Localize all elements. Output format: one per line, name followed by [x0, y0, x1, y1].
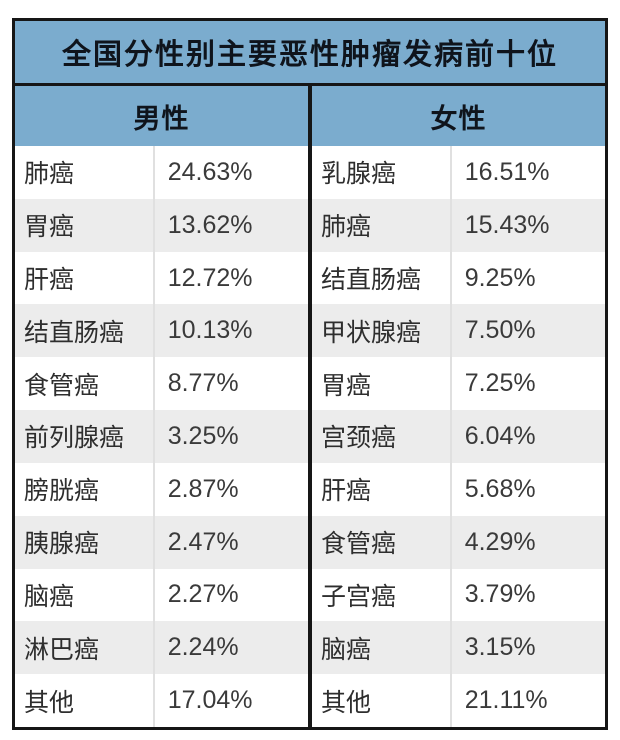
cancer-rate: 13.62% — [152, 198, 308, 252]
cancer-name: 肝癌 — [321, 477, 372, 506]
cancer-rate: 3.25% — [152, 410, 308, 463]
cancer-name: 胰腺癌 — [24, 530, 100, 559]
male-column: 肺癌 24.63% 胃癌 13.62% 肝癌 12.72% 结直肠癌 10.13% 食管癌 8.7… — [15, 146, 308, 727]
cancer-name: 肝癌 — [24, 266, 75, 295]
table-row: 肝癌 12.72% — [15, 251, 308, 305]
cancer-name: 脑癌 — [24, 582, 75, 611]
cancer-name: 食管癌 — [321, 530, 397, 559]
cancer-rate: 24.63% — [152, 146, 308, 199]
cancer-rate: 12.72% — [152, 251, 308, 305]
table-title: 全国分性别主要恶性肿瘤发病前十位 — [15, 21, 605, 86]
table-row: 肺癌 15.43% — [312, 198, 605, 252]
table-row: 淋巴癌 2.24% — [15, 621, 308, 675]
cancer-rate: 10.13% — [152, 304, 308, 358]
table-row: 宫颈癌 6.04% — [312, 410, 605, 463]
table-row: 甲状腺癌 7.50% — [312, 304, 605, 358]
cancer-rate: 3.79% — [449, 568, 605, 622]
table-row: 肝癌 5.68% — [312, 462, 605, 516]
cancer-name: 脑癌 — [321, 635, 372, 664]
cancer-rate: 2.47% — [152, 515, 308, 569]
table-row: 其他 21.11% — [312, 674, 605, 727]
cancer-rate: 7.25% — [449, 357, 605, 411]
table-row: 其他 17.04% — [15, 674, 308, 727]
cancer-name: 肺癌 — [321, 213, 372, 242]
cancer-name: 结直肠癌 — [321, 266, 422, 295]
cancer-rate: 8.77% — [152, 357, 308, 411]
cancer-name: 胃癌 — [24, 213, 75, 242]
table-row: 结直肠癌 9.25% — [312, 251, 605, 305]
table-row: 胰腺癌 2.47% — [15, 515, 308, 569]
cancer-name: 膀胱癌 — [24, 477, 100, 506]
cancer-rate: 7.50% — [449, 304, 605, 358]
gender-header-row: 男性 女性 — [15, 86, 605, 146]
table-row: 食管癌 4.29% — [312, 515, 605, 569]
cancer-rate: 4.29% — [449, 515, 605, 569]
table-row: 结直肠癌 10.13% — [15, 304, 308, 358]
table-row: 肺癌 24.63% — [15, 146, 308, 199]
cancer-name: 甲状腺癌 — [321, 318, 422, 347]
table-row: 前列腺癌 3.25% — [15, 410, 308, 463]
cancer-rate: 6.04% — [449, 410, 605, 463]
cancer-rate: 3.15% — [449, 621, 605, 675]
cancer-name: 乳腺癌 — [321, 160, 397, 189]
cancer-name: 结直肠癌 — [24, 318, 125, 347]
cancer-rate: 15.43% — [449, 198, 605, 252]
cancer-name: 子宫癌 — [321, 582, 397, 611]
table-row: 胃癌 7.25% — [312, 357, 605, 411]
cancer-name: 其他 — [24, 688, 75, 717]
cancer-name: 其他 — [321, 688, 372, 717]
table-body: 肺癌 24.63% 胃癌 13.62% 肝癌 12.72% 结直肠癌 10.13% 食管癌 8.7… — [15, 146, 605, 727]
cancer-rate: 17.04% — [152, 674, 308, 727]
column-header-female: 女性 — [308, 86, 605, 146]
cancer-name: 前列腺癌 — [24, 424, 125, 453]
cancer-rate: 2.87% — [152, 462, 308, 516]
cancer-rate: 21.11% — [449, 674, 605, 727]
table-row: 脑癌 2.27% — [15, 568, 308, 622]
cancer-incidence-table: 全国分性别主要恶性肿瘤发病前十位 男性 女性 肺癌 24.63% 胃癌 13.62% 肝… — [12, 18, 608, 730]
table-row: 脑癌 3.15% — [312, 621, 605, 675]
table-row: 子宫癌 3.79% — [312, 568, 605, 622]
cancer-rate: 9.25% — [449, 251, 605, 305]
table-row: 膀胱癌 2.87% — [15, 462, 308, 516]
cancer-name: 淋巴癌 — [24, 635, 100, 664]
cancer-rate: 2.27% — [152, 568, 308, 622]
female-column: 乳腺癌 16.51% 肺癌 15.43% 结直肠癌 9.25% 甲状腺癌 7.50% 胃癌 7.2… — [308, 146, 605, 727]
cancer-name: 肺癌 — [24, 160, 75, 189]
table-row: 胃癌 13.62% — [15, 198, 308, 252]
cancer-name: 宫颈癌 — [321, 424, 397, 453]
table-row: 食管癌 8.77% — [15, 357, 308, 411]
table-row: 乳腺癌 16.51% — [312, 146, 605, 199]
cancer-rate: 5.68% — [449, 462, 605, 516]
cancer-rate: 2.24% — [152, 621, 308, 675]
cancer-rate: 16.51% — [449, 146, 605, 199]
column-header-male: 男性 — [133, 103, 190, 134]
cancer-name: 胃癌 — [321, 371, 372, 400]
cancer-name: 食管癌 — [24, 371, 100, 400]
